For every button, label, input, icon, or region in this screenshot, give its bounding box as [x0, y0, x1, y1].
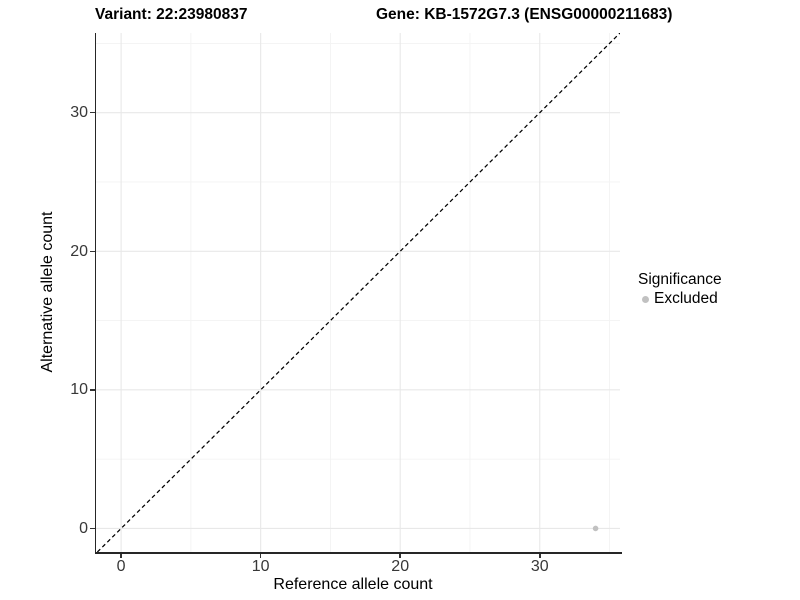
- identity-line: [96, 33, 620, 552]
- legend: Significance Excluded: [638, 271, 722, 308]
- data-point: [592, 525, 599, 532]
- y-tick-label: 30: [70, 104, 88, 122]
- x-tick-label: 10: [251, 558, 270, 575]
- y-tick-mark: [90, 250, 95, 253]
- y-axis-line: [94, 33, 96, 554]
- x-tick-label: 0: [116, 558, 126, 575]
- legend-entries: Excluded: [638, 290, 722, 308]
- legend-entry-label: Excluded: [654, 290, 718, 307]
- legend-title: Significance: [638, 271, 722, 288]
- x-tick-mark: [120, 553, 122, 558]
- variant-title: Variant: 22:23980837: [95, 6, 248, 23]
- gene-title: Gene: KB-1572G7.3 (ENSG00000211683): [376, 6, 673, 23]
- y-tick-label: 20: [70, 242, 88, 260]
- y-tick-mark: [90, 111, 95, 114]
- x-tick-mark: [399, 553, 401, 558]
- x-tick-mark: [539, 553, 541, 558]
- legend-entry: Excluded: [638, 290, 722, 308]
- plot-panel: [96, 33, 620, 552]
- x-tick-label: 20: [391, 558, 410, 575]
- y-tick-mark: [90, 389, 95, 391]
- legend-key-dot: [642, 295, 649, 303]
- x-axis-title: Reference allele count: [273, 576, 433, 593]
- x-axis-line: [94, 552, 622, 554]
- y-tick-label: 10: [70, 381, 88, 399]
- y-tick-label: 0: [79, 519, 88, 537]
- x-tick-label: 30: [530, 558, 549, 575]
- x-tick-mark: [259, 553, 262, 558]
- y-axis-title: Alternative allele count: [39, 211, 56, 373]
- plot-svg: [96, 33, 620, 552]
- y-tick-mark: [90, 527, 95, 530]
